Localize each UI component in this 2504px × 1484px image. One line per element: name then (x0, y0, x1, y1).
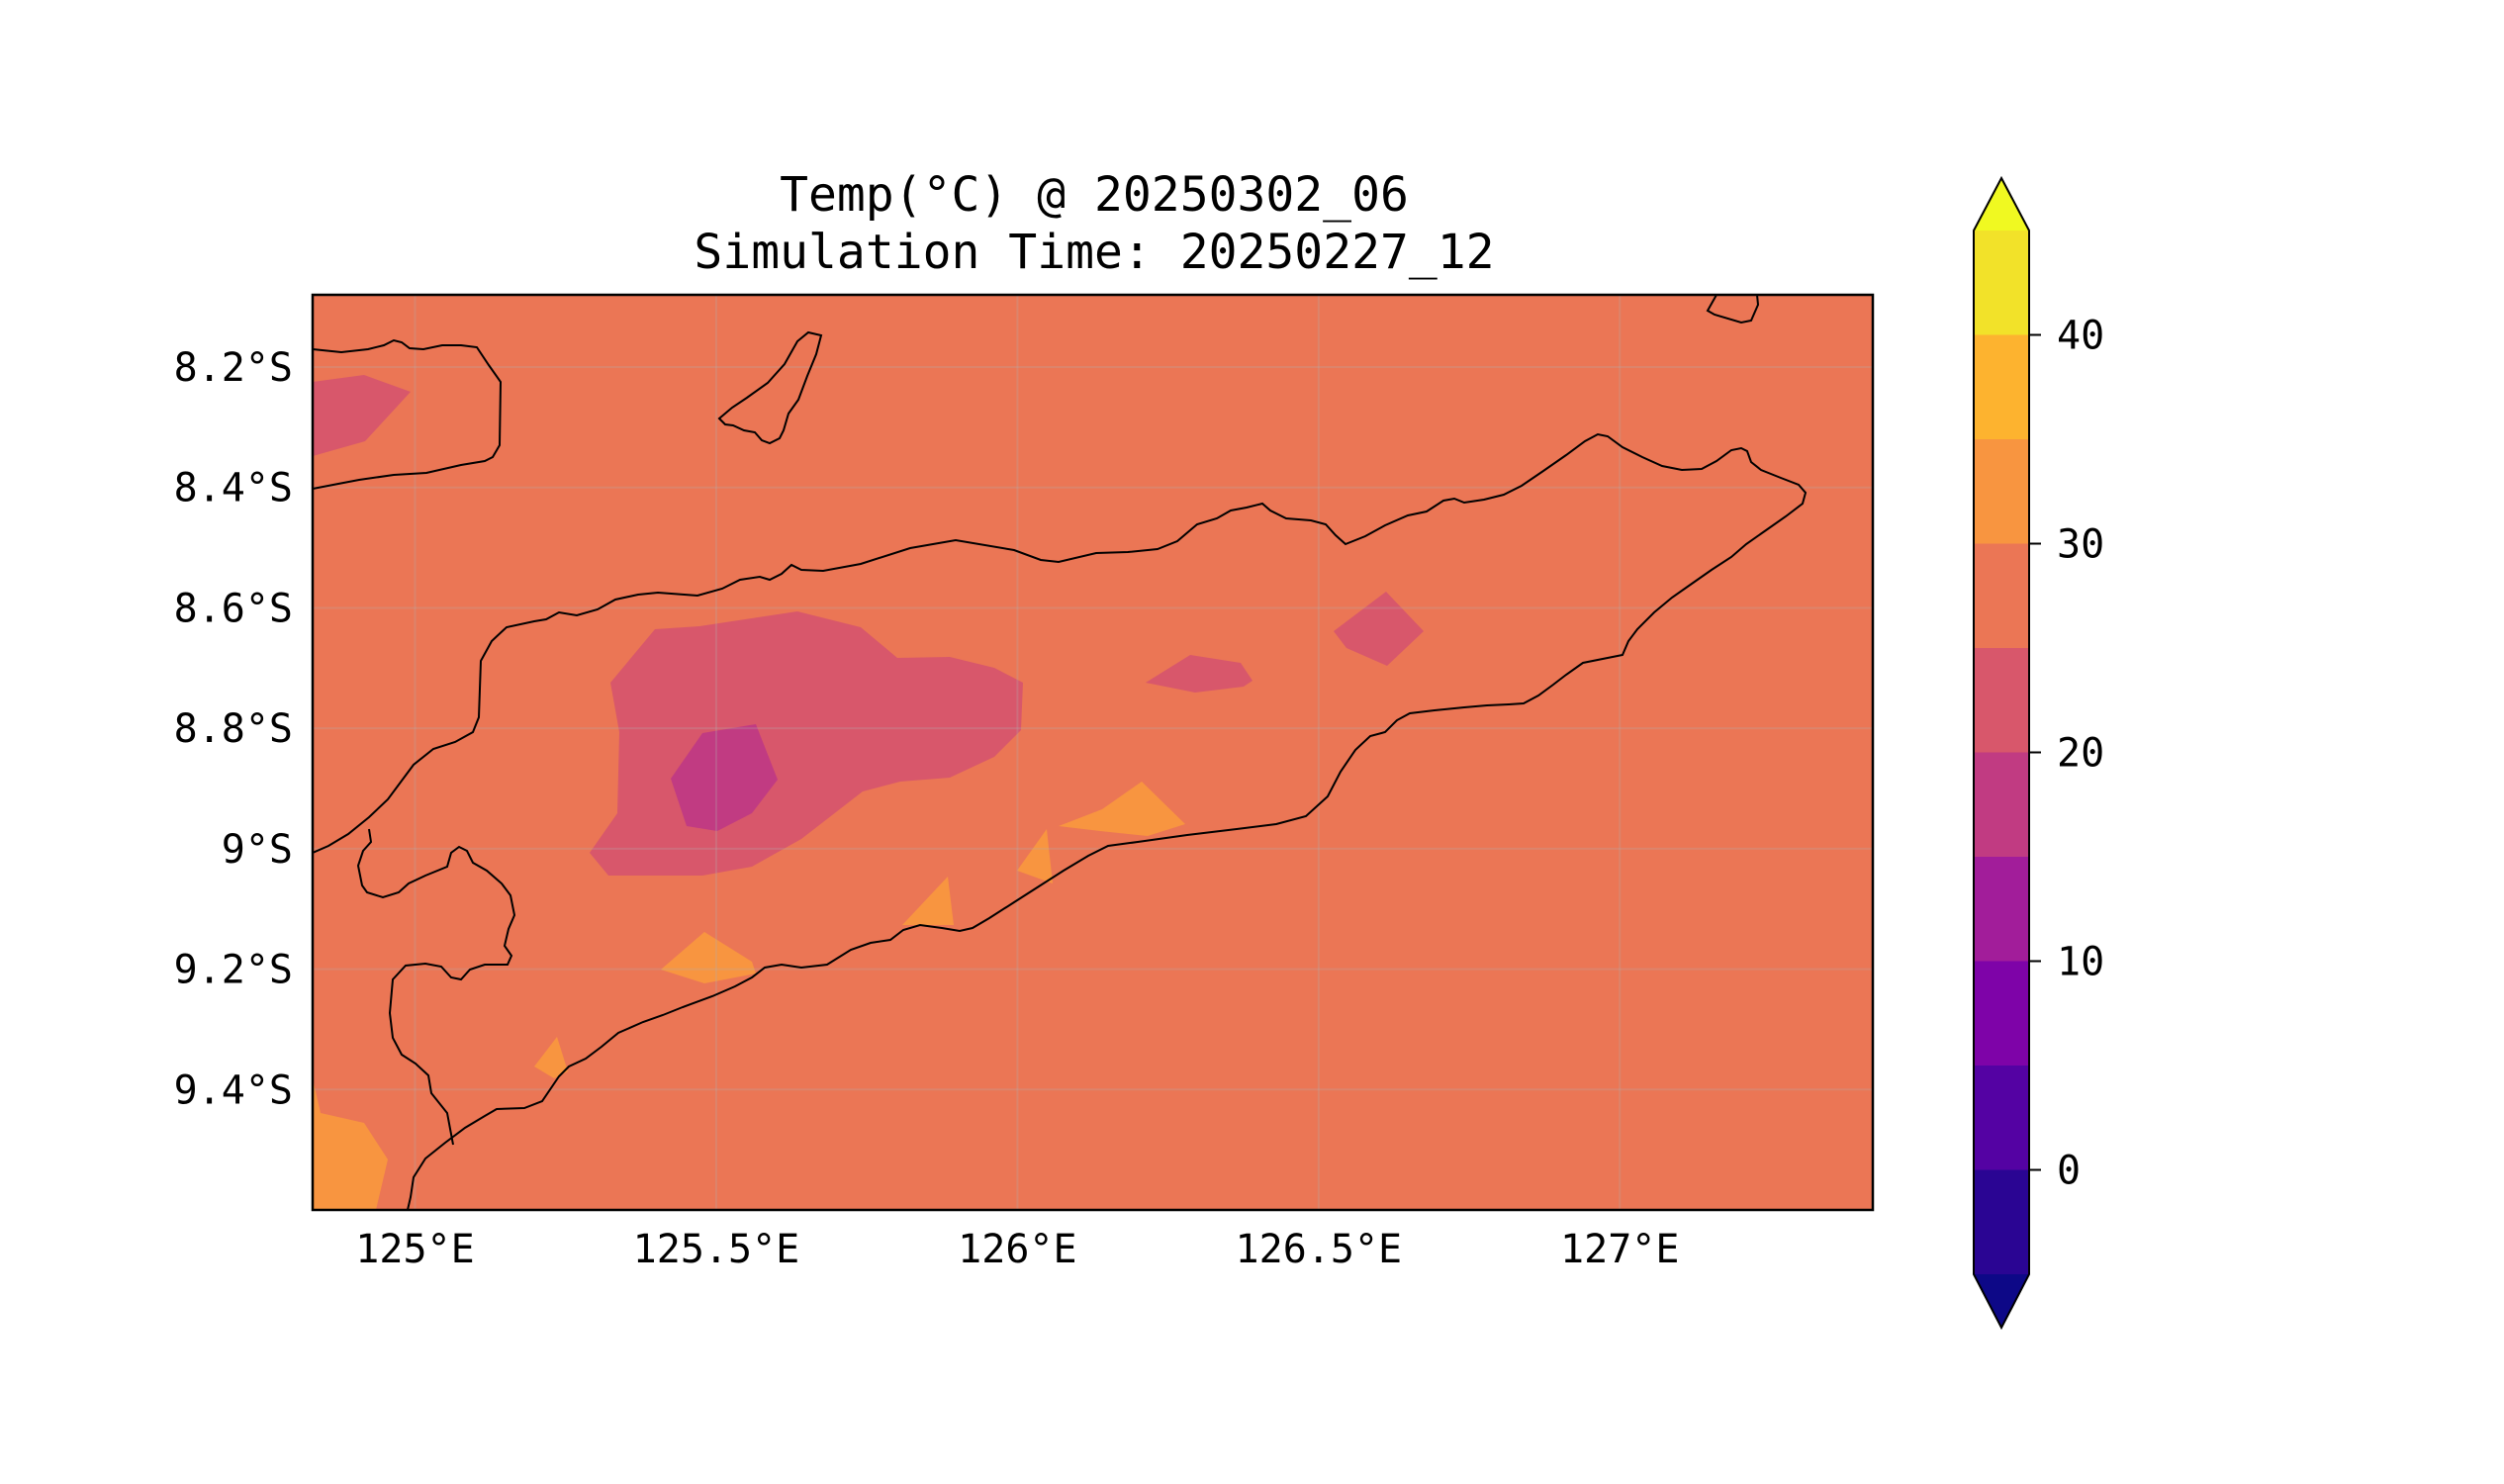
contour-20-25-west (313, 375, 411, 456)
y-tick-label: 9°S (222, 827, 293, 873)
contour-30-35-b (902, 877, 954, 925)
y-tick-label: 8.4°S (174, 466, 293, 511)
x-tick-label: 125°E (355, 1227, 474, 1272)
contour-regions (313, 375, 1424, 1210)
colorbar-swatch (1974, 752, 2029, 857)
colorbar-tick-label: 10 (2057, 940, 2104, 985)
colorbar-tick-label: 20 (2057, 731, 2104, 777)
map-title: Temp(°C) @ 20250302_06 Simulation Time: … (313, 166, 1876, 281)
y-tick-label: 9.4°S (174, 1067, 293, 1113)
coastline-timor-south (356, 828, 516, 1146)
y-tick-label: 9.2°S (174, 948, 293, 993)
colorbar-tick-label: 40 (2057, 314, 2104, 359)
colorbar-swatch (1974, 543, 2029, 648)
y-axis-ticks: 8.2°S 8.4°S 8.6°S 8.8°S 9°S 9.2°S 9.4°S (174, 345, 293, 1113)
colorbar-swatch (1974, 1169, 2029, 1274)
temperature-field-background (313, 295, 1873, 1210)
x-axis-ticks: 125°E 125.5°E 126°E 126.5°E 127°E (355, 1227, 1679, 1272)
coastlines (313, 295, 1808, 1210)
contour-30-35-d (1059, 782, 1185, 836)
x-tick-label: 126.5°E (1236, 1227, 1403, 1272)
colorbar-outline (1973, 175, 2030, 1331)
colorbar-extend-min (1974, 1274, 2029, 1328)
colorbar-swatch (1974, 334, 2029, 439)
map-frame (311, 293, 1875, 1212)
y-tick-label: 8.2°S (174, 345, 293, 391)
contour-30-35-a (661, 932, 756, 983)
contour-15-20-core (671, 724, 778, 831)
colorbar-swatches (1973, 175, 2030, 1331)
y-tick-label: 8.8°S (174, 706, 293, 752)
colorbar-tick-label: 30 (2057, 522, 2104, 568)
y-tick-label: 8.6°S (174, 586, 293, 631)
contour-30-35-sw (313, 1078, 388, 1210)
colorbar-swatch (1974, 439, 2029, 544)
contour-20-25-east-small (1146, 655, 1252, 693)
contour-20-25-east (1334, 592, 1424, 666)
colorbar-tick-label: 0 (2057, 1149, 2081, 1194)
colorbar-ticks: 0 10 20 30 40 (2029, 314, 2104, 1194)
colorbar-swatch (1974, 1066, 2029, 1170)
x-tick-label: 126°E (958, 1227, 1076, 1272)
title-line-1: Temp(°C) @ 20250302_06 (780, 167, 1409, 223)
x-tick-label: 125.5°E (633, 1227, 800, 1272)
colorbar-extend-max (1974, 178, 2029, 231)
coastline-atauro (717, 330, 823, 445)
title-line-2: Simulation Time: 20250227_12 (694, 225, 1495, 280)
coastline-northeast-islet (1706, 295, 1760, 325)
x-tick-label: 127°E (1560, 1227, 1679, 1272)
coastline-timor-north (313, 432, 1808, 1210)
grid-lines (313, 295, 1873, 1210)
colorbar-swatch (1974, 231, 2029, 335)
contour-30-35-e (534, 1037, 568, 1078)
map-panel: 125°E 125.5°E 126°E 126.5°E 127°E 8.2°S 8.4°S… (174, 293, 1875, 1272)
colorbar: 0 10 20 30 40 (1973, 175, 2104, 1331)
colorbar-swatch (1974, 961, 2029, 1066)
colorbar-swatch (1974, 857, 2029, 962)
contour-30-35-c (1017, 829, 1053, 883)
colorbar-swatch (1974, 648, 2029, 753)
coastline-island-north (313, 338, 503, 490)
